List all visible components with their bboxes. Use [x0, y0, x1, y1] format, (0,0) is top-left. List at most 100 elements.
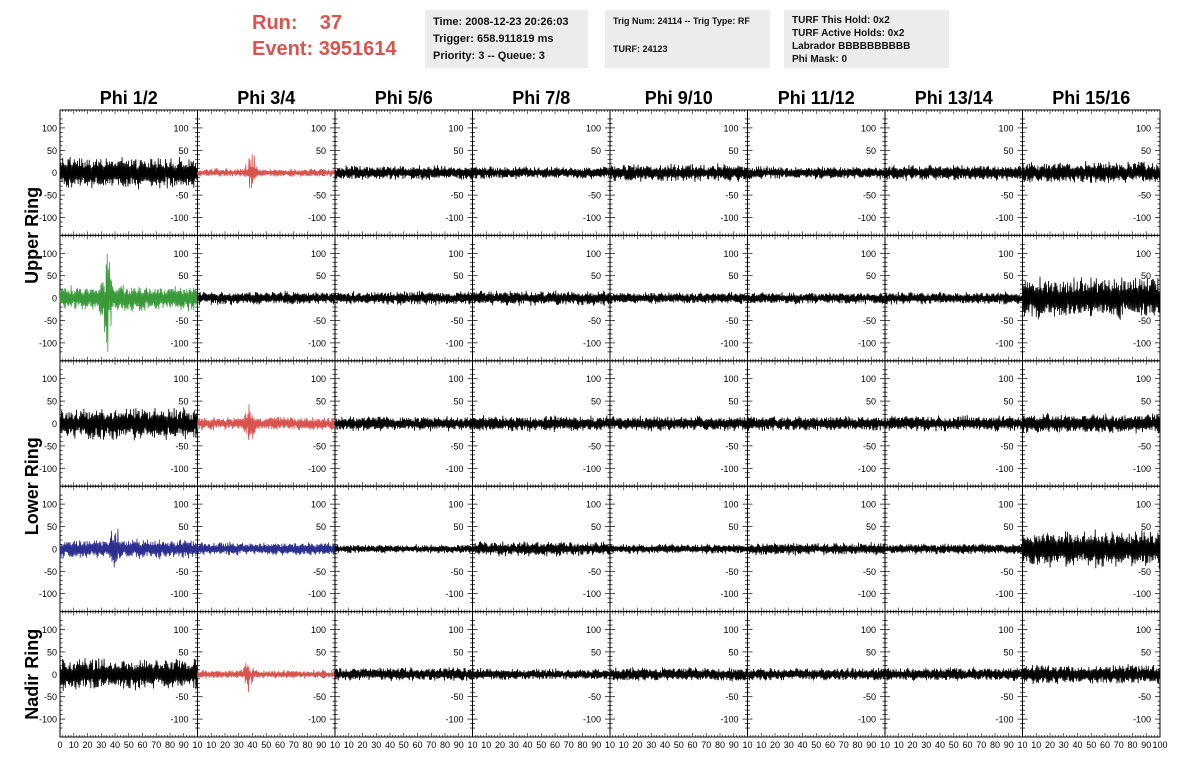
y-tick-label: 50 — [47, 397, 57, 407]
y-tick-label-right: -100 — [445, 338, 463, 348]
run-event-label: Run: 37 Event: 3951614 — [252, 10, 397, 62]
waveform-trace — [609, 543, 748, 555]
y-tick-label-right: -100 — [1133, 213, 1151, 223]
run-value: 37 — [319, 12, 343, 34]
y-tick-label-right: 50 — [316, 522, 326, 532]
y-tick-label: 50 — [47, 271, 57, 281]
y-tick-label-right: -100 — [170, 213, 188, 223]
priority-text: Priority: 3 -- Queue: 3 — [433, 50, 545, 62]
y-tick-label-right: -50 — [313, 316, 326, 326]
waveform-trace — [197, 541, 336, 556]
y-tick-label-right: 50 — [178, 522, 188, 532]
y-tick-label-right: 50 — [453, 522, 463, 532]
y-tick-label-right: 50 — [728, 146, 738, 156]
y-tick-label-right: -50 — [450, 567, 463, 577]
y-tick-label-right: 100 — [173, 249, 188, 259]
y-tick-label-right: 100 — [1136, 123, 1151, 133]
y-tick-label-right: -100 — [1133, 338, 1151, 348]
y-tick-label-right: 100 — [998, 374, 1013, 384]
y-tick-label-right: 100 — [311, 249, 326, 259]
y-tick-label-right: 50 — [453, 146, 463, 156]
labrador-text: Labrador BBBBBBBBBB — [792, 41, 911, 52]
event-value: 3951614 — [318, 38, 397, 60]
column-header-3: Phi 5/6 — [375, 88, 433, 108]
y-tick-label-right: 50 — [1141, 271, 1151, 281]
y-tick-label-right: 100 — [586, 249, 601, 259]
y-tick-label-right: 100 — [998, 123, 1013, 133]
y-tick-label-right: 50 — [591, 146, 601, 156]
y-tick-label-right: -100 — [995, 213, 1013, 223]
y-tick-label: 0 — [52, 419, 57, 429]
y-tick-label-right: 100 — [586, 123, 601, 133]
y-tick-label-right: 50 — [453, 271, 463, 281]
trig-info-box: Trig Num: 24114 -- Trig Type: RF TURF: 2… — [605, 10, 770, 68]
y-tick-label-right: 50 — [1003, 271, 1013, 281]
y-tick-label-right: 100 — [998, 249, 1013, 259]
y-tick-label-right: -100 — [445, 213, 463, 223]
y-tick-label-right: 100 — [448, 500, 463, 510]
y-tick-label-right: -100 — [170, 464, 188, 474]
y-tick-label-right: 100 — [311, 123, 326, 133]
waveform-trace — [609, 415, 748, 432]
waveform-trace — [472, 166, 611, 180]
y-tick-label: -50 — [44, 316, 57, 326]
y-tick-label-right: -50 — [1000, 191, 1013, 201]
y-tick-label-right: -100 — [170, 589, 188, 599]
waveform-trace — [747, 416, 886, 431]
waveform-trace — [334, 290, 473, 306]
row-group-label-2: Lower Ring — [22, 437, 42, 535]
turf-hold-text: TURF This Hold: 0x2 — [792, 15, 890, 26]
y-tick-label-right: -100 — [720, 589, 738, 599]
y-tick-label-right: -50 — [863, 441, 876, 451]
waveform-trace — [334, 544, 473, 554]
y-tick-label-right: -100 — [858, 338, 876, 348]
y-tick-label: -100 — [39, 213, 57, 223]
y-tick-label-right: -100 — [308, 464, 326, 474]
y-tick-label-right: 100 — [448, 374, 463, 384]
y-tick-label-right: -50 — [175, 316, 188, 326]
y-tick-label-right: -100 — [583, 589, 601, 599]
y-tick-label-right: 100 — [723, 500, 738, 510]
y-tick-label-right: -50 — [863, 567, 876, 577]
y-tick-label-right: -50 — [450, 441, 463, 451]
y-tick-label-right: -50 — [588, 441, 601, 451]
waveform-trace — [884, 415, 1023, 432]
y-tick-label-right: -50 — [313, 441, 326, 451]
y-tick-label: 0 — [52, 168, 57, 178]
y-tick-label-right: 50 — [178, 397, 188, 407]
y-tick-label-right: 50 — [591, 397, 601, 407]
y-tick-label-right: -50 — [588, 191, 601, 201]
y-tick-label-right: 50 — [1141, 397, 1151, 407]
y-tick-label-right: -50 — [175, 567, 188, 577]
y-tick-label-right: 100 — [861, 500, 876, 510]
y-tick-label-right: 100 — [311, 374, 326, 384]
column-header-8: Phi 15/16 — [1052, 88, 1130, 108]
time-info-box: Time: 2008-12-23 20:26:03 Trigger: 658.9… — [425, 10, 588, 68]
waveform-trace — [197, 290, 336, 306]
event-row: Event: 3951614 — [252, 36, 397, 62]
y-tick-label-right: -50 — [863, 191, 876, 201]
y-tick-label: -50 — [44, 191, 57, 201]
row-group-label-1: Upper Ring — [22, 187, 42, 284]
y-tick-label-right: 100 — [723, 123, 738, 133]
y-tick-label-right: -100 — [995, 464, 1013, 474]
y-tick-label-right: -100 — [445, 464, 463, 474]
y-tick-label-right: 100 — [861, 249, 876, 259]
y-tick-label-right: -50 — [725, 441, 738, 451]
y-tick-label-right: -50 — [450, 191, 463, 201]
y-tick-label-right: 50 — [316, 397, 326, 407]
y-tick-label-right: 50 — [866, 522, 876, 532]
y-tick-label-right: -50 — [175, 441, 188, 451]
